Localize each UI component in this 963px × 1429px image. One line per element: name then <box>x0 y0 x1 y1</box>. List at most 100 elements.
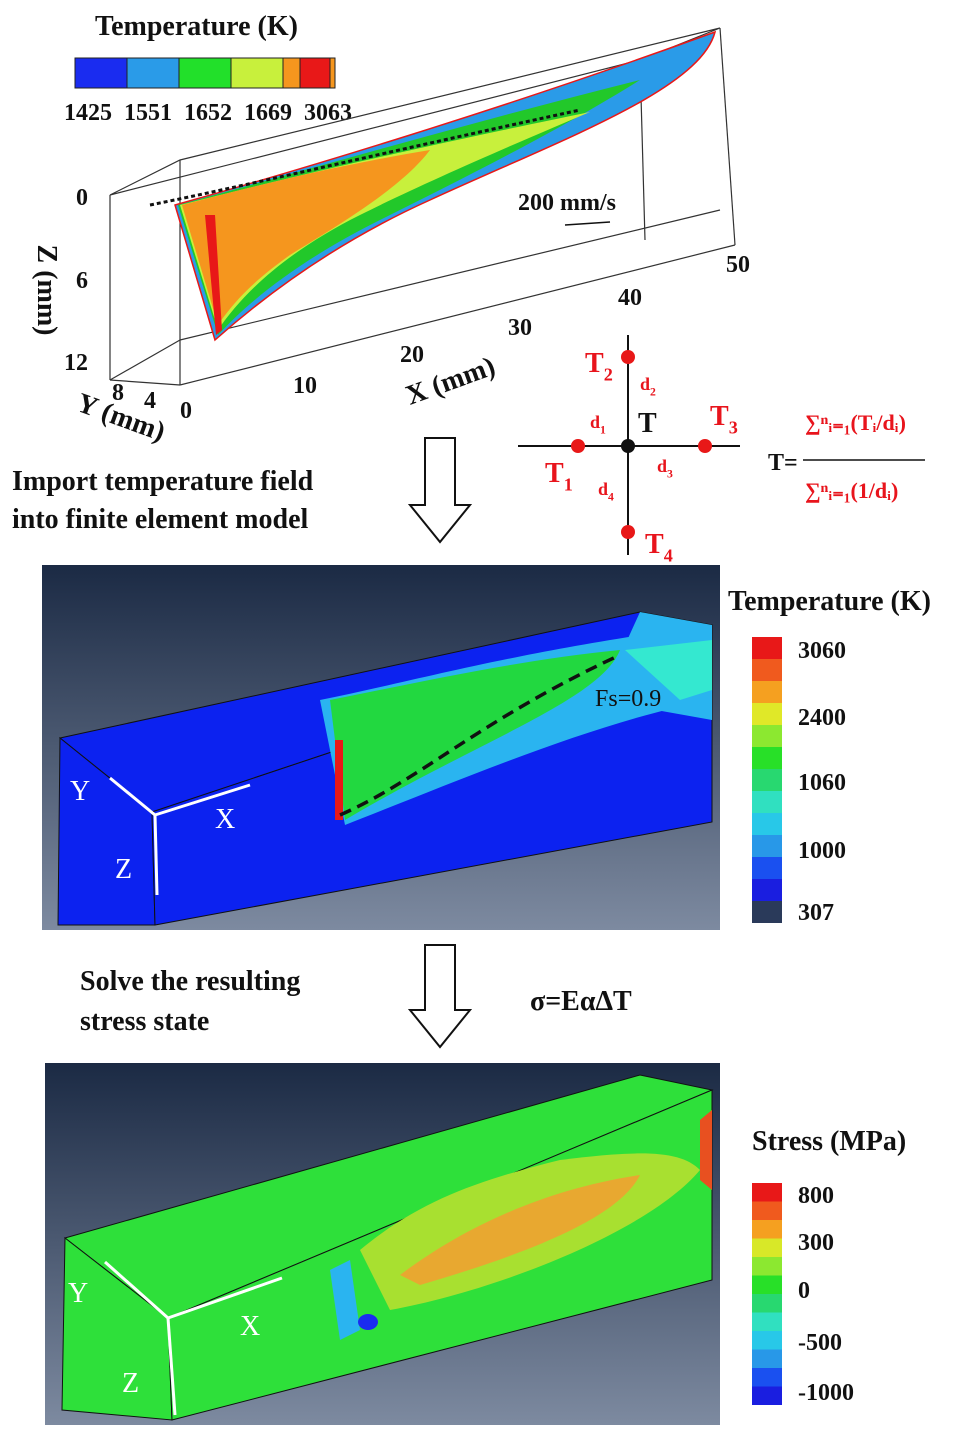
label-subscript: 4 <box>664 545 673 565</box>
colorbar-swatch <box>752 879 782 901</box>
stress-block <box>61 1074 714 1421</box>
annotation: Fs=0.9 <box>595 686 661 712</box>
legend-label: 1652 <box>184 100 232 126</box>
label-base: d <box>657 456 667 476</box>
axis-label: X <box>240 1311 260 1342</box>
colorbar-swatch <box>752 681 782 703</box>
colorbar <box>74 57 336 89</box>
legend: 3060 2400 1060 1000 307 <box>752 637 846 926</box>
formula-numerator: ∑ⁿᵢ₌₁(Tᵢ/dᵢ) <box>805 410 906 435</box>
velocity-arrow <box>564 221 611 226</box>
subscripted-label: d4 <box>598 479 614 503</box>
label-subscript: 3 <box>729 417 738 437</box>
legend-label: 0 <box>798 1278 810 1304</box>
colorbar-swatch <box>752 747 782 769</box>
down-arrow <box>407 944 473 1049</box>
colorbar-swatch <box>752 659 782 681</box>
equation: σ=EαΔT <box>530 986 632 1017</box>
colorbar-swatch <box>752 725 782 747</box>
legend-label: -500 <box>798 1330 842 1356</box>
colorbar-swatch <box>752 857 782 879</box>
z-tick-label: 12 <box>64 350 88 376</box>
melt-pool <box>149 30 717 342</box>
label-subscript: 1 <box>600 423 606 436</box>
subscripted-label: T4 <box>645 529 673 565</box>
y-tick-label: 4 <box>144 388 156 414</box>
down-arrow <box>407 437 473 544</box>
label-base: d <box>590 412 600 432</box>
z-tick-label: 0 <box>76 185 88 211</box>
colorbar-swatch <box>752 1368 782 1387</box>
legend-label: 1425 <box>64 100 112 126</box>
legend-label: -1000 <box>798 1380 854 1406</box>
formula-denominator: ∑ⁿᵢ₌₁(1/dᵢ) <box>805 478 898 503</box>
colorbar-swatch <box>752 835 782 857</box>
axis-triad <box>109 776 251 896</box>
legend-title: Temperature (K) <box>728 586 931 617</box>
legend-label: 1669 <box>244 100 292 126</box>
label-base: T <box>710 401 729 432</box>
colorbar-swatch <box>752 1257 782 1276</box>
x-tick-label: 40 <box>618 285 642 311</box>
x-tick-label: 20 <box>400 342 424 368</box>
legend-label: 800 <box>798 1183 834 1209</box>
subscripted-label: T2 <box>585 348 613 384</box>
axis-label: Y <box>70 776 90 807</box>
label-subscript: 2 <box>604 364 613 384</box>
legend-label: 1060 <box>798 770 846 796</box>
label-subscript: 2 <box>650 385 656 398</box>
axis-triad <box>104 1260 283 1416</box>
colorbar-swatch <box>752 1349 782 1368</box>
legend-label: 1000 <box>798 838 846 864</box>
colorbar-swatch <box>752 1294 782 1313</box>
axis-label: Z <box>115 854 132 885</box>
label-subscript: 1 <box>564 474 573 494</box>
subscripted-label: d3 <box>657 456 673 480</box>
colorbar-swatch <box>752 791 782 813</box>
label-base: T <box>545 458 564 489</box>
axis-label: X <box>215 804 235 835</box>
legend: 800 300 0 -500 -1000 <box>752 1183 854 1406</box>
label-subscript: 4 <box>608 490 614 503</box>
x-tick-label: 50 <box>726 252 750 278</box>
step-text: Solve the resulting <box>80 966 300 997</box>
subscripted-label: d1 <box>590 412 606 436</box>
colorbar-swatch <box>752 1201 782 1220</box>
colorbar-swatch <box>752 1331 782 1350</box>
colorbar-swatch <box>752 1386 782 1405</box>
legend-label: 2400 <box>798 705 846 731</box>
legend-label: 3060 <box>798 638 846 664</box>
subscripted-label: d2 <box>640 374 656 398</box>
velocity-label: 200 mm/s <box>518 190 616 216</box>
formula-lhs: T= <box>768 450 798 476</box>
label-subscript: 3 <box>667 467 673 480</box>
y-tick-label: 8 <box>112 380 124 406</box>
center-point: T <box>638 408 657 439</box>
fe-block <box>57 611 713 926</box>
z-tick-label: 6 <box>76 268 88 294</box>
legend-title: Stress (MPa) <box>752 1126 906 1157</box>
colorbar-swatch <box>752 1238 782 1257</box>
formula: T= ∑ⁿᵢ₌₁(Tᵢ/dᵢ) ∑ⁿᵢ₌₁(1/dᵢ) <box>768 410 925 503</box>
subscripted-label: T1 <box>545 458 573 494</box>
legend-label: 3063 <box>304 100 352 126</box>
colorbar-swatch <box>752 1312 782 1331</box>
label-base: d <box>640 374 650 394</box>
x-tick-label: 30 <box>508 315 532 341</box>
subscripted-label: T3 <box>710 401 738 437</box>
axis-label: Z <box>122 1368 139 1399</box>
interpolation-cross <box>518 335 740 555</box>
colorbar-swatch <box>752 1275 782 1294</box>
x-tick-label: 10 <box>293 373 317 399</box>
colorbar-swatch <box>752 901 782 923</box>
legend-label: 300 <box>798 1230 834 1256</box>
y-tick-label: 0 <box>180 398 192 424</box>
label-base: T <box>645 529 664 560</box>
label-base: d <box>598 479 608 499</box>
axis-label: Y <box>68 1278 88 1309</box>
legend-title: Temperature (K) <box>95 11 298 42</box>
